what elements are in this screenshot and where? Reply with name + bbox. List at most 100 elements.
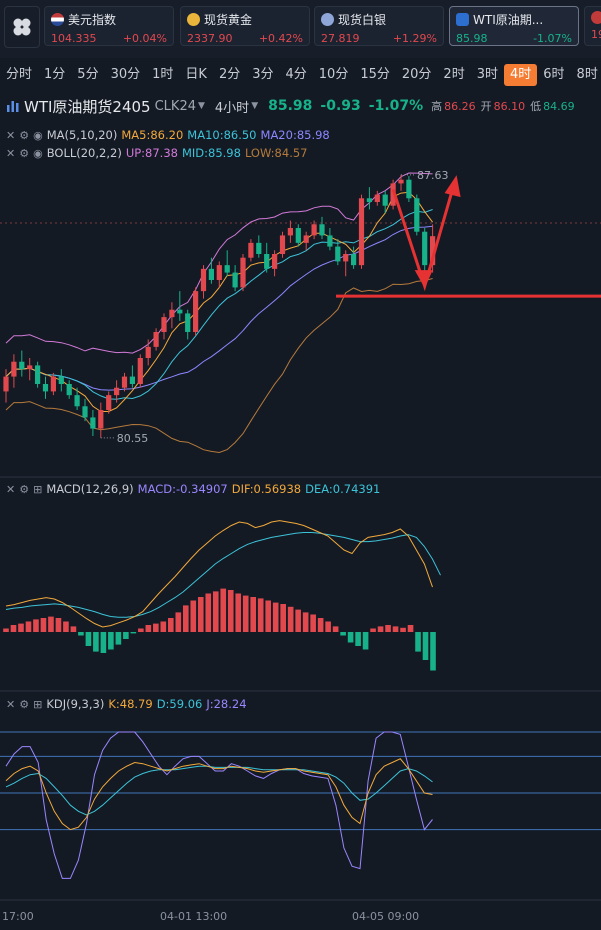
add-box-icon[interactable]: ⊞	[33, 482, 43, 496]
ticker-card-gold[interactable]: 现货黄金 2337.90 +0.42%	[180, 6, 310, 46]
candle	[422, 231, 428, 266]
ma10-value: MA10:86.50	[187, 128, 257, 142]
close-icon[interactable]: ✕	[6, 128, 16, 142]
eye-icon[interactable]: ◉	[33, 128, 43, 142]
ma20-value: MA20:85.98	[260, 128, 330, 142]
caret-down-icon[interactable]: ▼	[197, 101, 205, 111]
macd-histogram-bar	[168, 618, 174, 632]
dea-value: DEA:0.74391	[305, 482, 381, 496]
macd-histogram-bar	[190, 600, 197, 632]
close-icon[interactable]: ✕	[6, 146, 16, 160]
candle	[232, 272, 238, 288]
ticker-card-wti[interactable]: WTI原油期... 85.98 -1.07%	[449, 6, 579, 46]
us-flag-icon	[51, 13, 64, 26]
macd-histogram-bar	[70, 626, 77, 632]
timeframe-3[interactable]: 30分	[110, 67, 141, 82]
clover-menu-icon	[13, 18, 31, 36]
macd-histogram-bar	[355, 632, 361, 646]
candle	[287, 228, 293, 236]
macd-histogram-bar	[430, 632, 436, 671]
ticker-price: 19	[591, 28, 601, 41]
timeframe-bar: 分时 1分 5分 30分 1时 日K 2分 3分 4分 10分 15分 20分 2时 3时 4时 6时 8时	[0, 62, 601, 88]
macd-histogram-bar	[145, 625, 152, 632]
close-icon[interactable]: ✕	[6, 697, 16, 711]
macd-histogram-bar	[212, 591, 219, 632]
candle	[19, 361, 25, 370]
candle	[264, 254, 270, 269]
kdj-d-line	[5, 765, 433, 816]
kdj-j-line	[5, 731, 433, 879]
ticker-card-dxy[interactable]: 美元指数 104.335 +0.04%	[44, 6, 174, 46]
candle	[145, 346, 151, 358]
timeframe-11[interactable]: 20分	[401, 67, 432, 82]
ticker-change: -1.07%	[533, 32, 572, 45]
macd-histogram-bar	[108, 632, 114, 650]
interval-selector[interactable]: 4小时	[214, 100, 250, 116]
gear-icon[interactable]: ⚙	[19, 697, 30, 711]
menu-button[interactable]	[4, 6, 40, 48]
add-box-icon[interactable]: ⊞	[33, 697, 43, 711]
macd-histogram-bar	[287, 606, 294, 632]
gear-icon[interactable]: ⚙	[19, 128, 30, 142]
macd-histogram-bar	[63, 621, 69, 632]
timeframe-5[interactable]: 日K	[185, 67, 207, 82]
gear-icon[interactable]: ⚙	[19, 482, 30, 496]
boll-legend: ✕ ⚙ ◉ BOLL(20,2,2) UP:87.38 MID:85.98 LOW:…	[6, 146, 307, 160]
ma10-line	[5, 209, 433, 400]
macd-histogram-bar	[317, 618, 324, 632]
eye-icon[interactable]: ◉	[33, 146, 43, 160]
candle	[137, 358, 143, 384]
d-value: D:59.06	[156, 697, 203, 711]
timeframe-0[interactable]: 分时	[6, 67, 33, 82]
timeframe-6[interactable]: 2分	[218, 67, 241, 82]
candle	[303, 235, 309, 243]
macd-histogram-bar	[257, 598, 264, 632]
timeframe-15[interactable]: 6时	[543, 67, 565, 82]
candle	[185, 313, 191, 332]
macd-name: MACD(12,26,9)	[46, 482, 134, 496]
x-axis-label: 17:00	[2, 910, 34, 923]
candle	[216, 265, 222, 280]
timeframe-9[interactable]: 10分	[318, 67, 349, 82]
macd-histogram-bar	[182, 605, 189, 632]
caret-down-icon[interactable]: ▼	[251, 101, 259, 111]
candle	[50, 376, 56, 392]
macd-histogram-bar	[422, 632, 429, 660]
close-icon[interactable]: ✕	[6, 482, 16, 496]
timeframe-7[interactable]: 3分	[252, 67, 274, 82]
macd-histogram-bar	[250, 597, 257, 632]
ticker-card-silver[interactable]: 现货白银 27.819 +1.29%	[314, 6, 444, 46]
timeframe-4[interactable]: 1时	[152, 67, 174, 82]
timeframe-12[interactable]: 2时	[443, 67, 465, 82]
candle	[11, 361, 17, 377]
timeframe-8[interactable]: 4分	[285, 67, 307, 82]
macd-histogram-bar	[235, 593, 242, 632]
timeframe-10[interactable]: 15分	[360, 67, 390, 82]
candle	[161, 317, 167, 332]
timeframe-13[interactable]: 3时	[476, 67, 498, 82]
timeframe-14[interactable]: 4时	[503, 64, 538, 86]
symbol-name[interactable]: WTI原油期货2405	[24, 97, 151, 116]
candle	[398, 179, 404, 184]
timeframe-1[interactable]: 1分	[44, 67, 66, 82]
contract-code[interactable]: CLK24	[154, 98, 196, 114]
macd-histogram-bar	[272, 602, 279, 632]
high-value: 86.26	[444, 99, 476, 113]
macd-histogram-bar	[160, 621, 167, 632]
j-value: J:28.24	[206, 697, 247, 711]
macd-legend: ✕ ⚙ ⊞ MACD(12,26,9) MACD:-0.34907 DIF:0.56…	[6, 482, 380, 496]
chart-area[interactable]: 87.63 80.55 17:00 04-01 13:00 04-05 09:00	[0, 122, 601, 930]
macd-histogram-bar	[85, 632, 92, 646]
macd-histogram-bar	[392, 626, 399, 632]
macd-histogram-bar	[138, 628, 144, 632]
macd-value: MACD:-0.34907	[137, 482, 228, 496]
macd-histogram-bar	[385, 625, 391, 632]
ticker-name: 现货黄金	[204, 13, 253, 27]
ticker-card-overflow[interactable]: 19	[584, 6, 601, 46]
gear-icon[interactable]: ⚙	[19, 146, 30, 160]
timeframe-16[interactable]: 8时	[576, 67, 598, 82]
x-axis-label: 04-05 09:00	[352, 910, 419, 923]
candle	[90, 417, 96, 429]
timeframe-2[interactable]: 5分	[77, 67, 99, 82]
candle	[153, 332, 159, 347]
